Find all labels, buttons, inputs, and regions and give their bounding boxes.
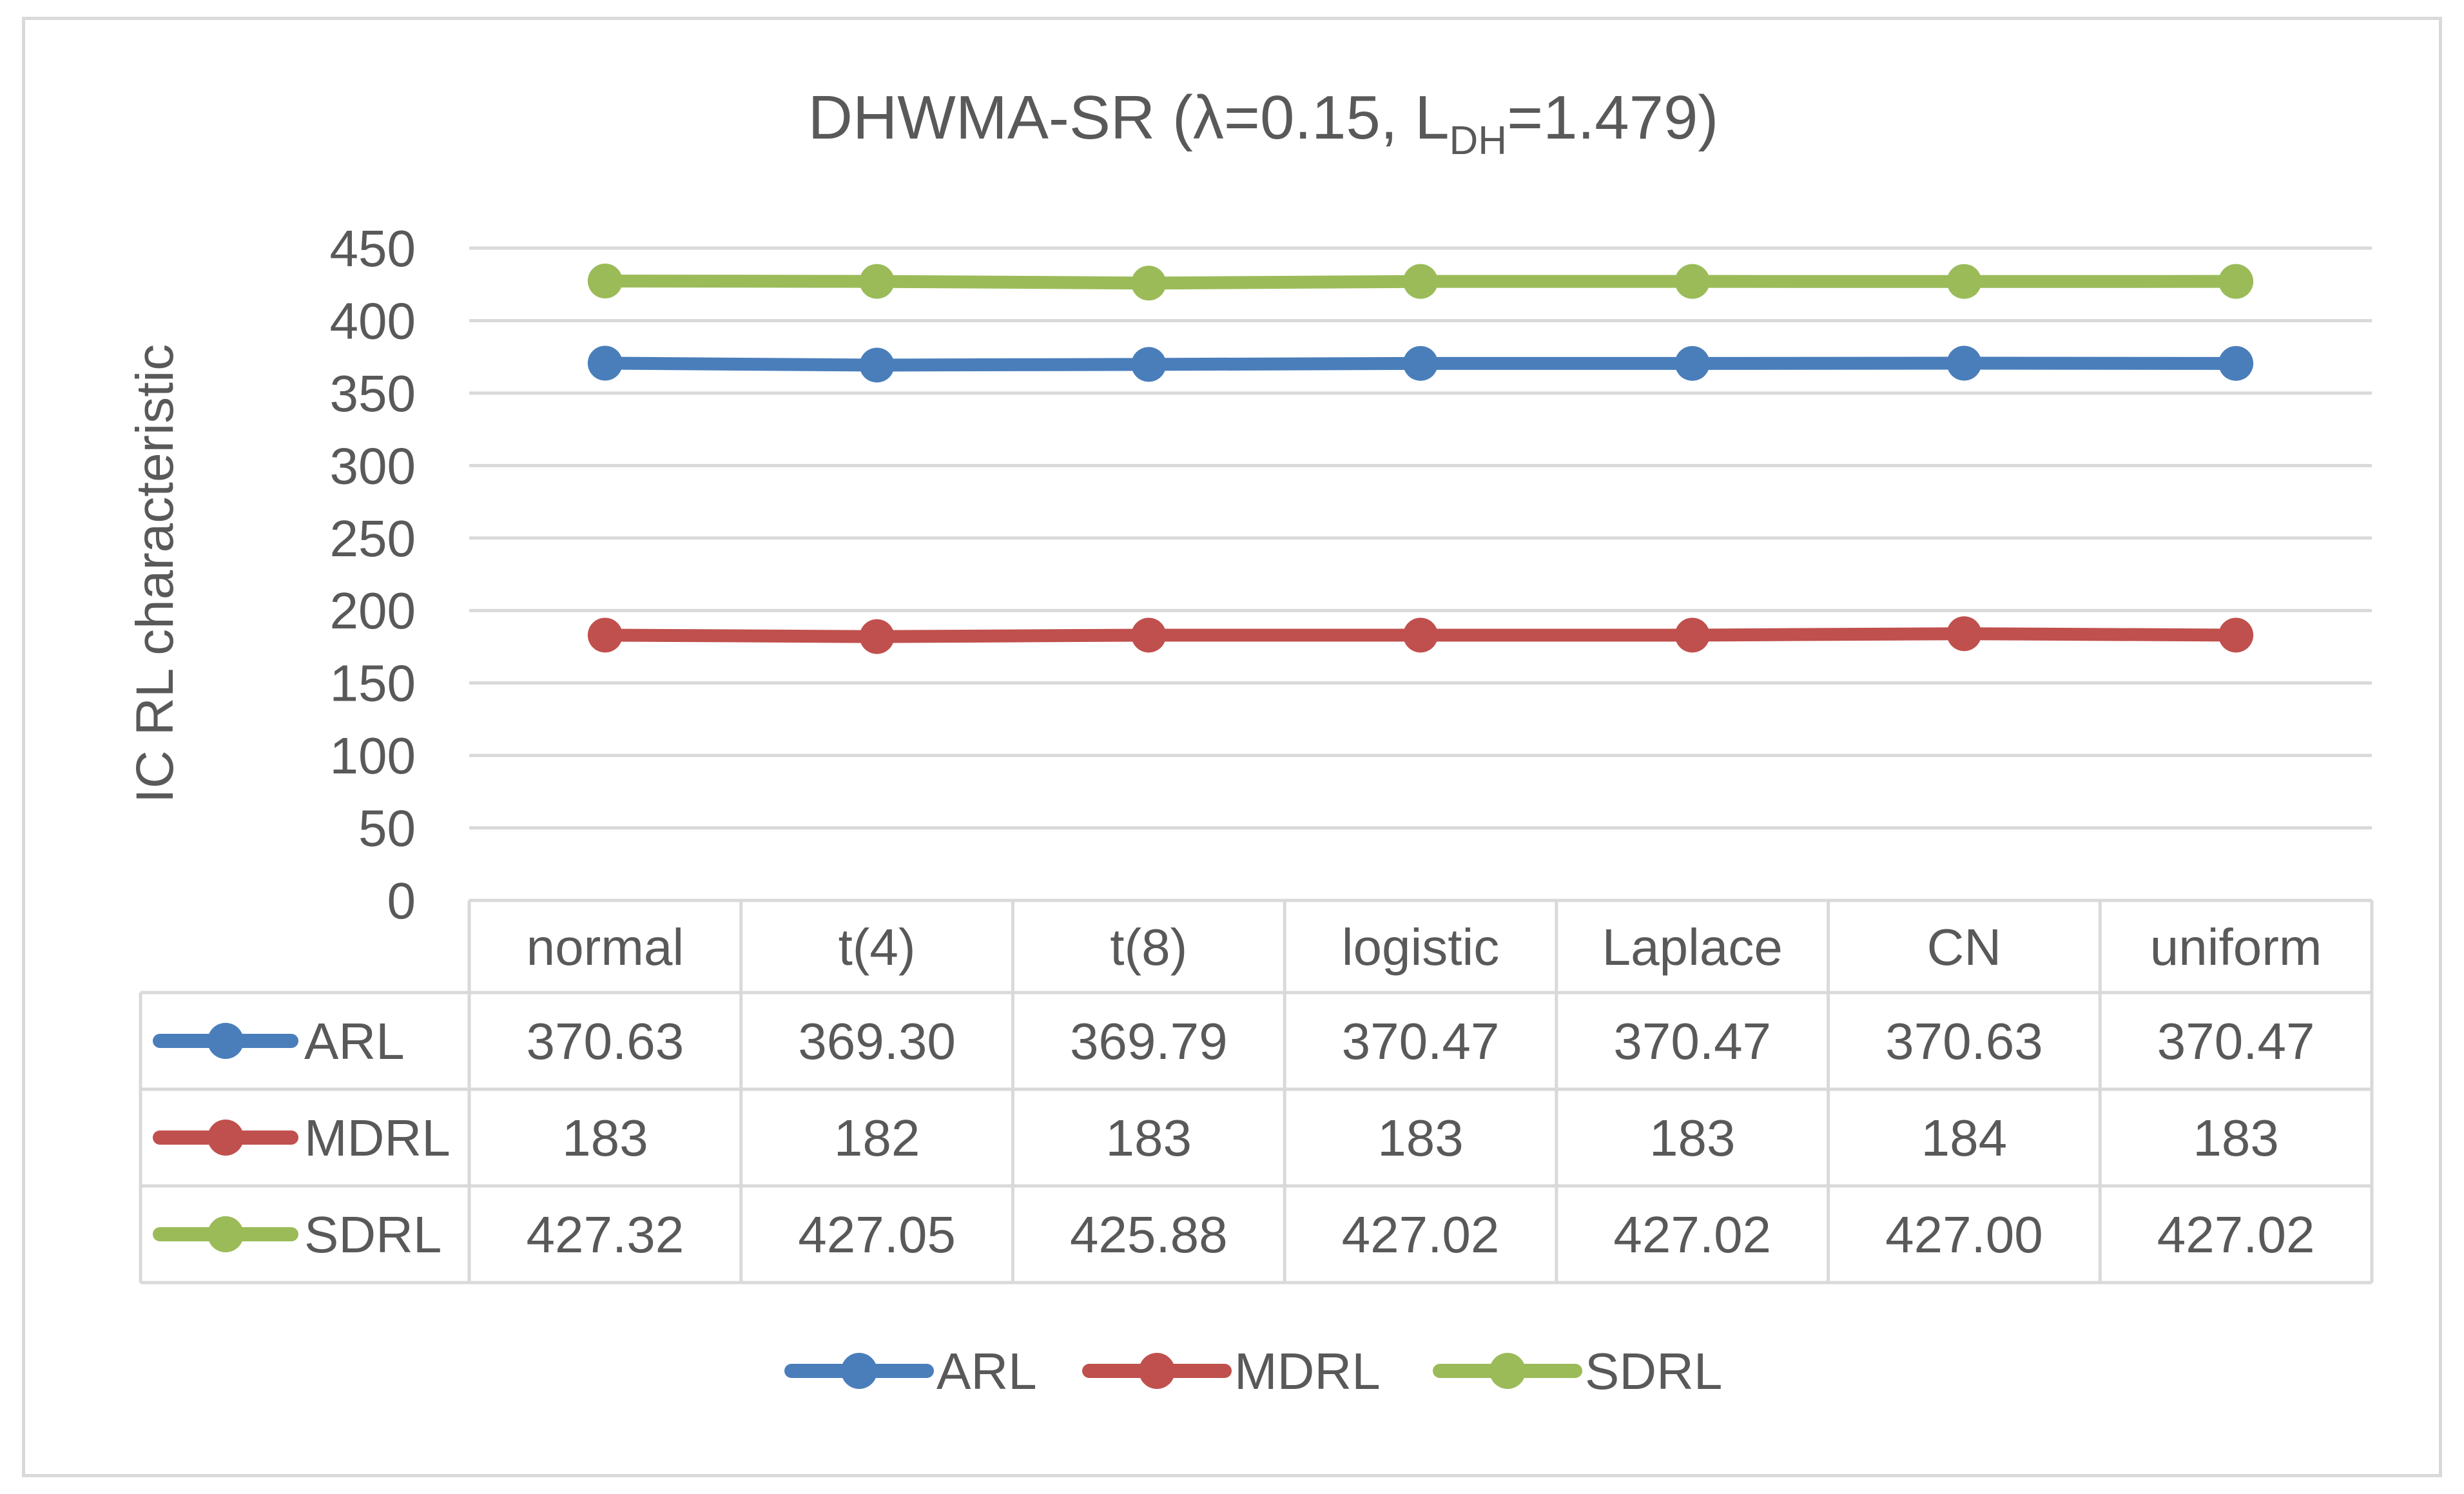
table-cell-value: 370.47: [1613, 1013, 1771, 1070]
table-cell-value: 182: [834, 1109, 920, 1167]
y-tick-label: 350: [330, 365, 416, 422]
y-tick-label: 150: [330, 655, 416, 712]
data-point-arl: [1946, 345, 1982, 381]
x-category-label: uniform: [2150, 918, 2322, 976]
table-cell-value: 370.47: [1342, 1013, 1500, 1070]
table-cell-value: 370.63: [1885, 1013, 2043, 1070]
legend-key-marker: [841, 1353, 877, 1389]
table-cell-value: 427.02: [1613, 1206, 1771, 1263]
data-table: normal t(4) t(8) logistic Laplace CN uniform AR…: [139, 898, 2374, 1285]
table-cell-value: 427.00: [1885, 1206, 2043, 1263]
data-point-mdrl: [1131, 617, 1167, 653]
table-legend-key-marker: [208, 1120, 244, 1156]
y-tick-label: 200: [330, 582, 416, 639]
series-lines: [587, 264, 2254, 654]
table-cell-value: 370.47: [2157, 1013, 2315, 1070]
chart-frame: [22, 17, 2442, 1477]
chart-title-tail: =1.479): [1507, 83, 1718, 152]
legend-label: ARL: [936, 1343, 1037, 1400]
table-cell-value: 183: [562, 1109, 648, 1167]
x-category-label: Laplace: [1602, 918, 1783, 976]
table-cell-value: 369.79: [1070, 1013, 1228, 1070]
table-cell-value: 427.05: [798, 1206, 956, 1263]
chart-title-subscript: DH: [1450, 119, 1508, 163]
table-cell-value: 369.30: [798, 1013, 956, 1070]
table-cell-value: 183: [1106, 1109, 1192, 1167]
legend-label: SDRL: [1585, 1343, 1722, 1400]
x-category-label: CN: [1927, 918, 2002, 976]
table-cell-value: 183: [1649, 1109, 1735, 1167]
data-point-sdrl: [2218, 264, 2254, 299]
table-row-label: SDRL: [304, 1206, 441, 1263]
data-point-mdrl: [2218, 617, 2254, 653]
table-cell-value: 427.02: [2157, 1206, 2315, 1263]
data-point-sdrl: [859, 264, 895, 299]
x-category-label: t(8): [1110, 918, 1187, 976]
table-legend-key-marker: [208, 1023, 244, 1059]
y-tick-label: 300: [330, 437, 416, 494]
data-point-arl: [2218, 345, 2254, 381]
data-point-arl: [859, 347, 895, 383]
y-tick-label: 250: [330, 510, 416, 567]
legend-label: MDRL: [1234, 1343, 1381, 1400]
y-axis-label: IC RL characteristic: [126, 344, 184, 803]
legend-key-marker: [1139, 1353, 1175, 1389]
table-cell-value: 427.32: [527, 1206, 684, 1263]
legend: ARL MDRL SDRL: [784, 1343, 1722, 1400]
chart-title-main: DHWMA-SR (λ=0.15, L: [808, 83, 1450, 152]
data-point-sdrl: [587, 264, 623, 299]
table-legend-key-marker: [208, 1216, 244, 1252]
table-cell-value: 425.88: [1070, 1206, 1228, 1263]
data-point-sdrl: [1131, 266, 1167, 301]
x-category-label: logistic: [1342, 918, 1500, 976]
data-point-mdrl: [859, 619, 895, 654]
x-category-label: t(4): [839, 918, 916, 976]
gridlines: [469, 246, 2372, 830]
table-cell-value: 184: [1921, 1109, 2007, 1167]
table-row-label: MDRL: [304, 1109, 451, 1167]
table-row-label: ARL: [304, 1013, 405, 1070]
data-point-arl: [1403, 345, 1438, 381]
y-tick-label: 100: [330, 727, 416, 784]
chart-title: DHWMA-SR (λ=0.15, LDH=1.479): [808, 83, 1719, 163]
data-point-mdrl: [1674, 617, 1710, 653]
table-cell-value: 183: [2193, 1109, 2278, 1167]
legend-key-marker: [1489, 1353, 1526, 1389]
table-cell-value: 183: [1377, 1109, 1463, 1167]
table-cell-value: 427.02: [1342, 1206, 1500, 1263]
data-point-mdrl: [1946, 616, 1982, 652]
data-point-arl: [587, 345, 623, 381]
y-tick-label: 450: [330, 220, 416, 277]
data-point-sdrl: [1403, 264, 1438, 299]
y-axis-ticks: 450 400 350 300 250 200 150 100 50 0: [330, 220, 416, 929]
data-point-arl: [1674, 345, 1710, 381]
data-point-mdrl: [1403, 617, 1438, 653]
data-point-arl: [1131, 347, 1167, 382]
data-point-sdrl: [1946, 264, 1982, 299]
y-tick-label: 50: [358, 800, 416, 857]
y-tick-label: 0: [387, 872, 416, 929]
y-tick-label: 400: [330, 292, 416, 349]
x-category-label: normal: [527, 918, 684, 976]
table-cell-value: 370.63: [527, 1013, 684, 1070]
data-point-sdrl: [1674, 264, 1710, 299]
data-point-mdrl: [587, 617, 623, 653]
